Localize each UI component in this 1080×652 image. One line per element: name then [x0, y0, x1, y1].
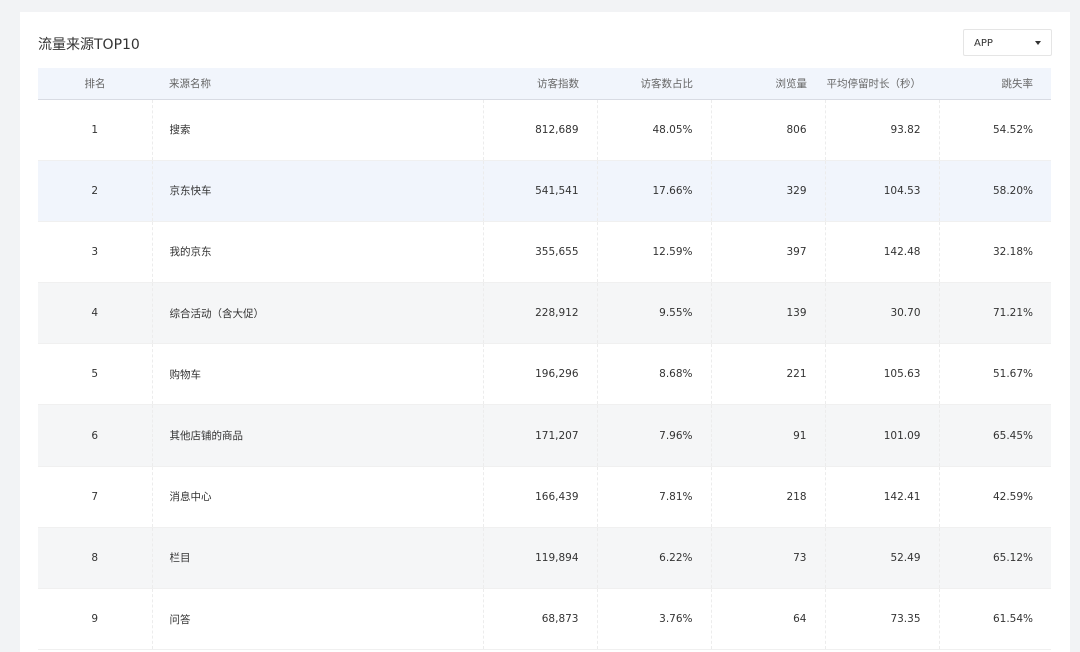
cell-avg-stay-seconds: 142.48 [824, 221, 939, 284]
cell-page-views: 64 [710, 588, 825, 651]
table-row[interactable]: 3 我的京东 355,655 12.59% 397 142.48 32.18% [38, 221, 1051, 284]
column-header-avg-stay-seconds: 平均停留时长（秒） [825, 68, 939, 100]
cell-visitor-share: 48.05% [596, 99, 711, 161]
cell-page-views: 329 [710, 160, 825, 222]
cell-rank: 6 [38, 404, 152, 467]
column-header-visitor-share: 访客数占比 [597, 68, 711, 100]
cell-visitor-index: 68,873 [482, 588, 597, 651]
cell-bounce-rate: 54.52% [938, 99, 1051, 161]
cell-rank: 8 [38, 527, 152, 590]
cell-rank: 5 [38, 343, 152, 406]
cell-source-name: 综合活动（含大促） [151, 282, 483, 345]
cell-bounce-rate: 58.20% [938, 160, 1051, 222]
cell-source-name: 京东快车 [151, 160, 483, 222]
cell-rank: 4 [38, 282, 152, 345]
cell-rank: 1 [38, 99, 152, 161]
caret-down-icon [1035, 41, 1041, 45]
cell-visitor-share: 7.81% [596, 466, 711, 528]
cell-bounce-rate: 65.45% [938, 404, 1051, 467]
platform-select[interactable]: APP [963, 29, 1052, 56]
cell-visitor-index: 119,894 [482, 527, 597, 590]
cell-source-name: 我的京东 [151, 221, 483, 284]
cell-source-name: 问答 [151, 588, 483, 651]
cell-bounce-rate: 42.59% [938, 466, 1051, 528]
table-row[interactable]: 6 其他店铺的商品 171,207 7.96% 91 101.09 65.45% [38, 404, 1051, 467]
cell-rank: 2 [38, 160, 152, 222]
column-header-source-name: 来源名称 [152, 68, 483, 100]
table-row[interactable]: 2 京东快车 541,541 17.66% 329 104.53 58.20% [38, 160, 1051, 222]
table-header: 排名 来源名称 访客指数 访客数占比 浏览量 平均停留时长（秒） 跳失率 [38, 68, 1051, 100]
cell-avg-stay-seconds: 101.09 [824, 404, 939, 467]
cell-visitor-share: 9.55% [596, 282, 711, 345]
cell-source-name: 购物车 [151, 343, 483, 406]
cell-visitor-share: 17.66% [596, 160, 711, 222]
platform-select-value: APP [974, 38, 993, 49]
cell-rank: 7 [38, 466, 152, 528]
cell-source-name: 栏目 [151, 527, 483, 590]
cell-avg-stay-seconds: 142.41 [824, 466, 939, 528]
cell-visitor-index: 228,912 [482, 282, 597, 345]
cell-avg-stay-seconds: 52.49 [824, 527, 939, 590]
cell-visitor-share: 8.68% [596, 343, 711, 406]
table-row[interactable]: 7 消息中心 166,439 7.81% 218 142.41 42.59% [38, 466, 1051, 528]
traffic-source-table: 排名 来源名称 访客指数 访客数占比 浏览量 平均停留时长（秒） 跳失率 1 搜索 812,68… [38, 68, 1051, 651]
column-header-bounce-rate: 跳失率 [939, 68, 1051, 100]
cell-rank: 3 [38, 221, 152, 284]
cell-source-name: 搜索 [151, 99, 483, 161]
cell-visitor-index: 355,655 [482, 221, 597, 284]
cell-page-views: 397 [710, 221, 825, 284]
column-header-visitor-index: 访客指数 [483, 68, 597, 100]
cell-source-name: 消息中心 [151, 466, 483, 528]
cell-page-views: 73 [710, 527, 825, 590]
cell-page-views: 221 [710, 343, 825, 406]
cell-avg-stay-seconds: 93.82 [824, 99, 939, 161]
traffic-source-card: 流量来源TOP10 APP 排名 来源名称 访客指数 访客数占比 浏览量 平均停留时长（秒… [20, 12, 1070, 652]
cell-bounce-rate: 65.12% [938, 527, 1051, 590]
cell-page-views: 218 [710, 466, 825, 528]
cell-avg-stay-seconds: 73.35 [824, 588, 939, 651]
cell-rank: 9 [38, 588, 152, 651]
table-row[interactable]: 8 栏目 119,894 6.22% 73 52.49 65.12% [38, 527, 1051, 590]
table-row[interactable]: 4 综合活动（含大促） 228,912 9.55% 139 30.70 71.21% [38, 282, 1051, 345]
cell-visitor-share: 3.76% [596, 588, 711, 651]
column-header-page-views: 浏览量 [711, 68, 825, 100]
cell-visitor-index: 196,296 [482, 343, 597, 406]
cell-visitor-index: 166,439 [482, 466, 597, 528]
table-row[interactable]: 5 购物车 196,296 8.68% 221 105.63 51.67% [38, 343, 1051, 406]
table-row[interactable]: 1 搜索 812,689 48.05% 806 93.82 54.52% [38, 99, 1051, 161]
cell-visitor-index: 541,541 [482, 160, 597, 222]
cell-avg-stay-seconds: 105.63 [824, 343, 939, 406]
cell-visitor-share: 12.59% [596, 221, 711, 284]
table-row[interactable]: 9 问答 68,873 3.76% 64 73.35 61.54% [38, 588, 1051, 651]
card-title: 流量来源TOP10 [38, 37, 140, 53]
cell-page-views: 91 [710, 404, 825, 467]
cell-avg-stay-seconds: 104.53 [824, 160, 939, 222]
column-header-rank: 排名 [38, 68, 152, 100]
cell-page-views: 806 [710, 99, 825, 161]
cell-visitor-index: 171,207 [482, 404, 597, 467]
cell-visitor-share: 6.22% [596, 527, 711, 590]
cell-bounce-rate: 51.67% [938, 343, 1051, 406]
cell-visitor-index: 812,689 [482, 99, 597, 161]
cell-bounce-rate: 71.21% [938, 282, 1051, 345]
cell-page-views: 139 [710, 282, 825, 345]
cell-visitor-share: 7.96% [596, 404, 711, 467]
cell-source-name: 其他店铺的商品 [151, 404, 483, 467]
cell-avg-stay-seconds: 30.70 [824, 282, 939, 345]
cell-bounce-rate: 32.18% [938, 221, 1051, 284]
